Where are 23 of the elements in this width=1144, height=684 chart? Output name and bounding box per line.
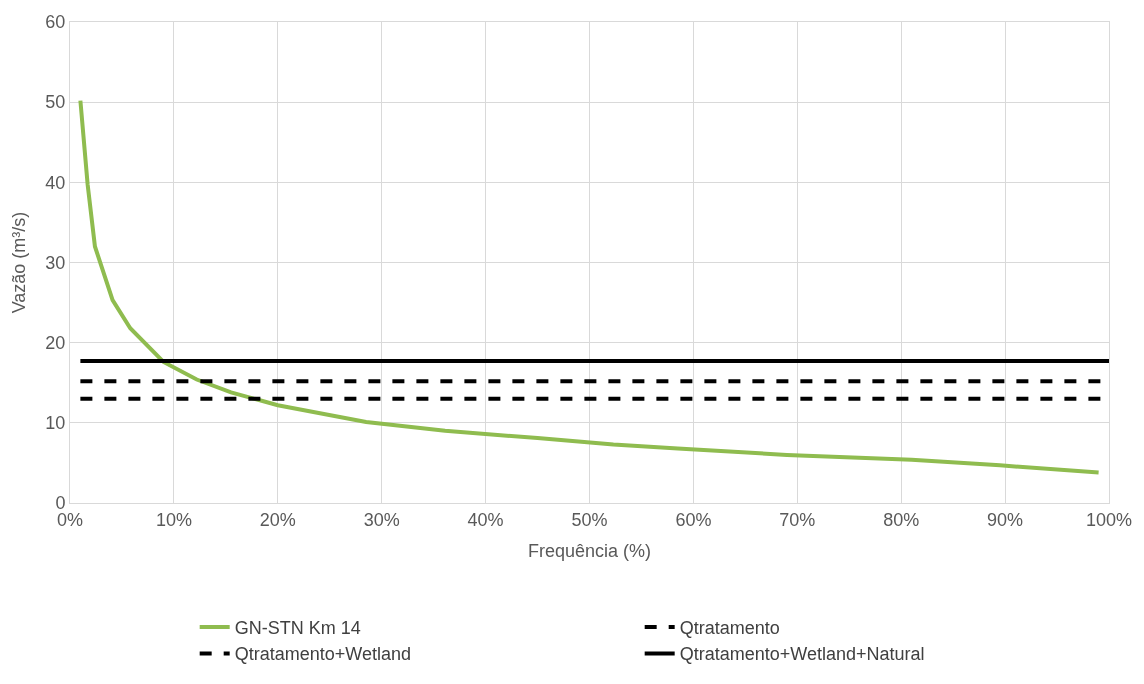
x-tick-label: 40% <box>467 509 504 530</box>
y-tick-label: 40 <box>45 172 66 193</box>
x-tick-label: 90% <box>987 509 1024 530</box>
y-tick-label: 50 <box>45 92 66 113</box>
y-tick-label: 20 <box>45 332 66 353</box>
x-axis-title: Frequência (%) <box>527 540 652 561</box>
legend-label: Qtratamento+Wetland+Natural <box>679 644 925 665</box>
x-tick-label: 70% <box>779 509 816 530</box>
x-tick-label: 80% <box>883 509 920 530</box>
x-tick-label: 60% <box>675 509 712 530</box>
y-tick-label: 10 <box>45 413 66 434</box>
x-tick-label: 30% <box>363 509 400 530</box>
legend-label: GN-STN Km 14 <box>234 618 361 639</box>
line-series <box>78 98 1101 475</box>
y-tick-label: 30 <box>45 252 66 273</box>
legend-label: Qtratamento <box>679 618 780 639</box>
legend-label: Qtratamento+Wetland <box>234 644 411 665</box>
x-tick-label: 100% <box>1085 509 1133 530</box>
x-tick-label: 50% <box>571 509 608 530</box>
x-tick-label: 10% <box>155 509 192 530</box>
x-tick-label: 20% <box>259 509 296 530</box>
y-tick-label: 60 <box>45 12 66 33</box>
y-axis-title: Vazão (m³/s) <box>8 211 29 314</box>
